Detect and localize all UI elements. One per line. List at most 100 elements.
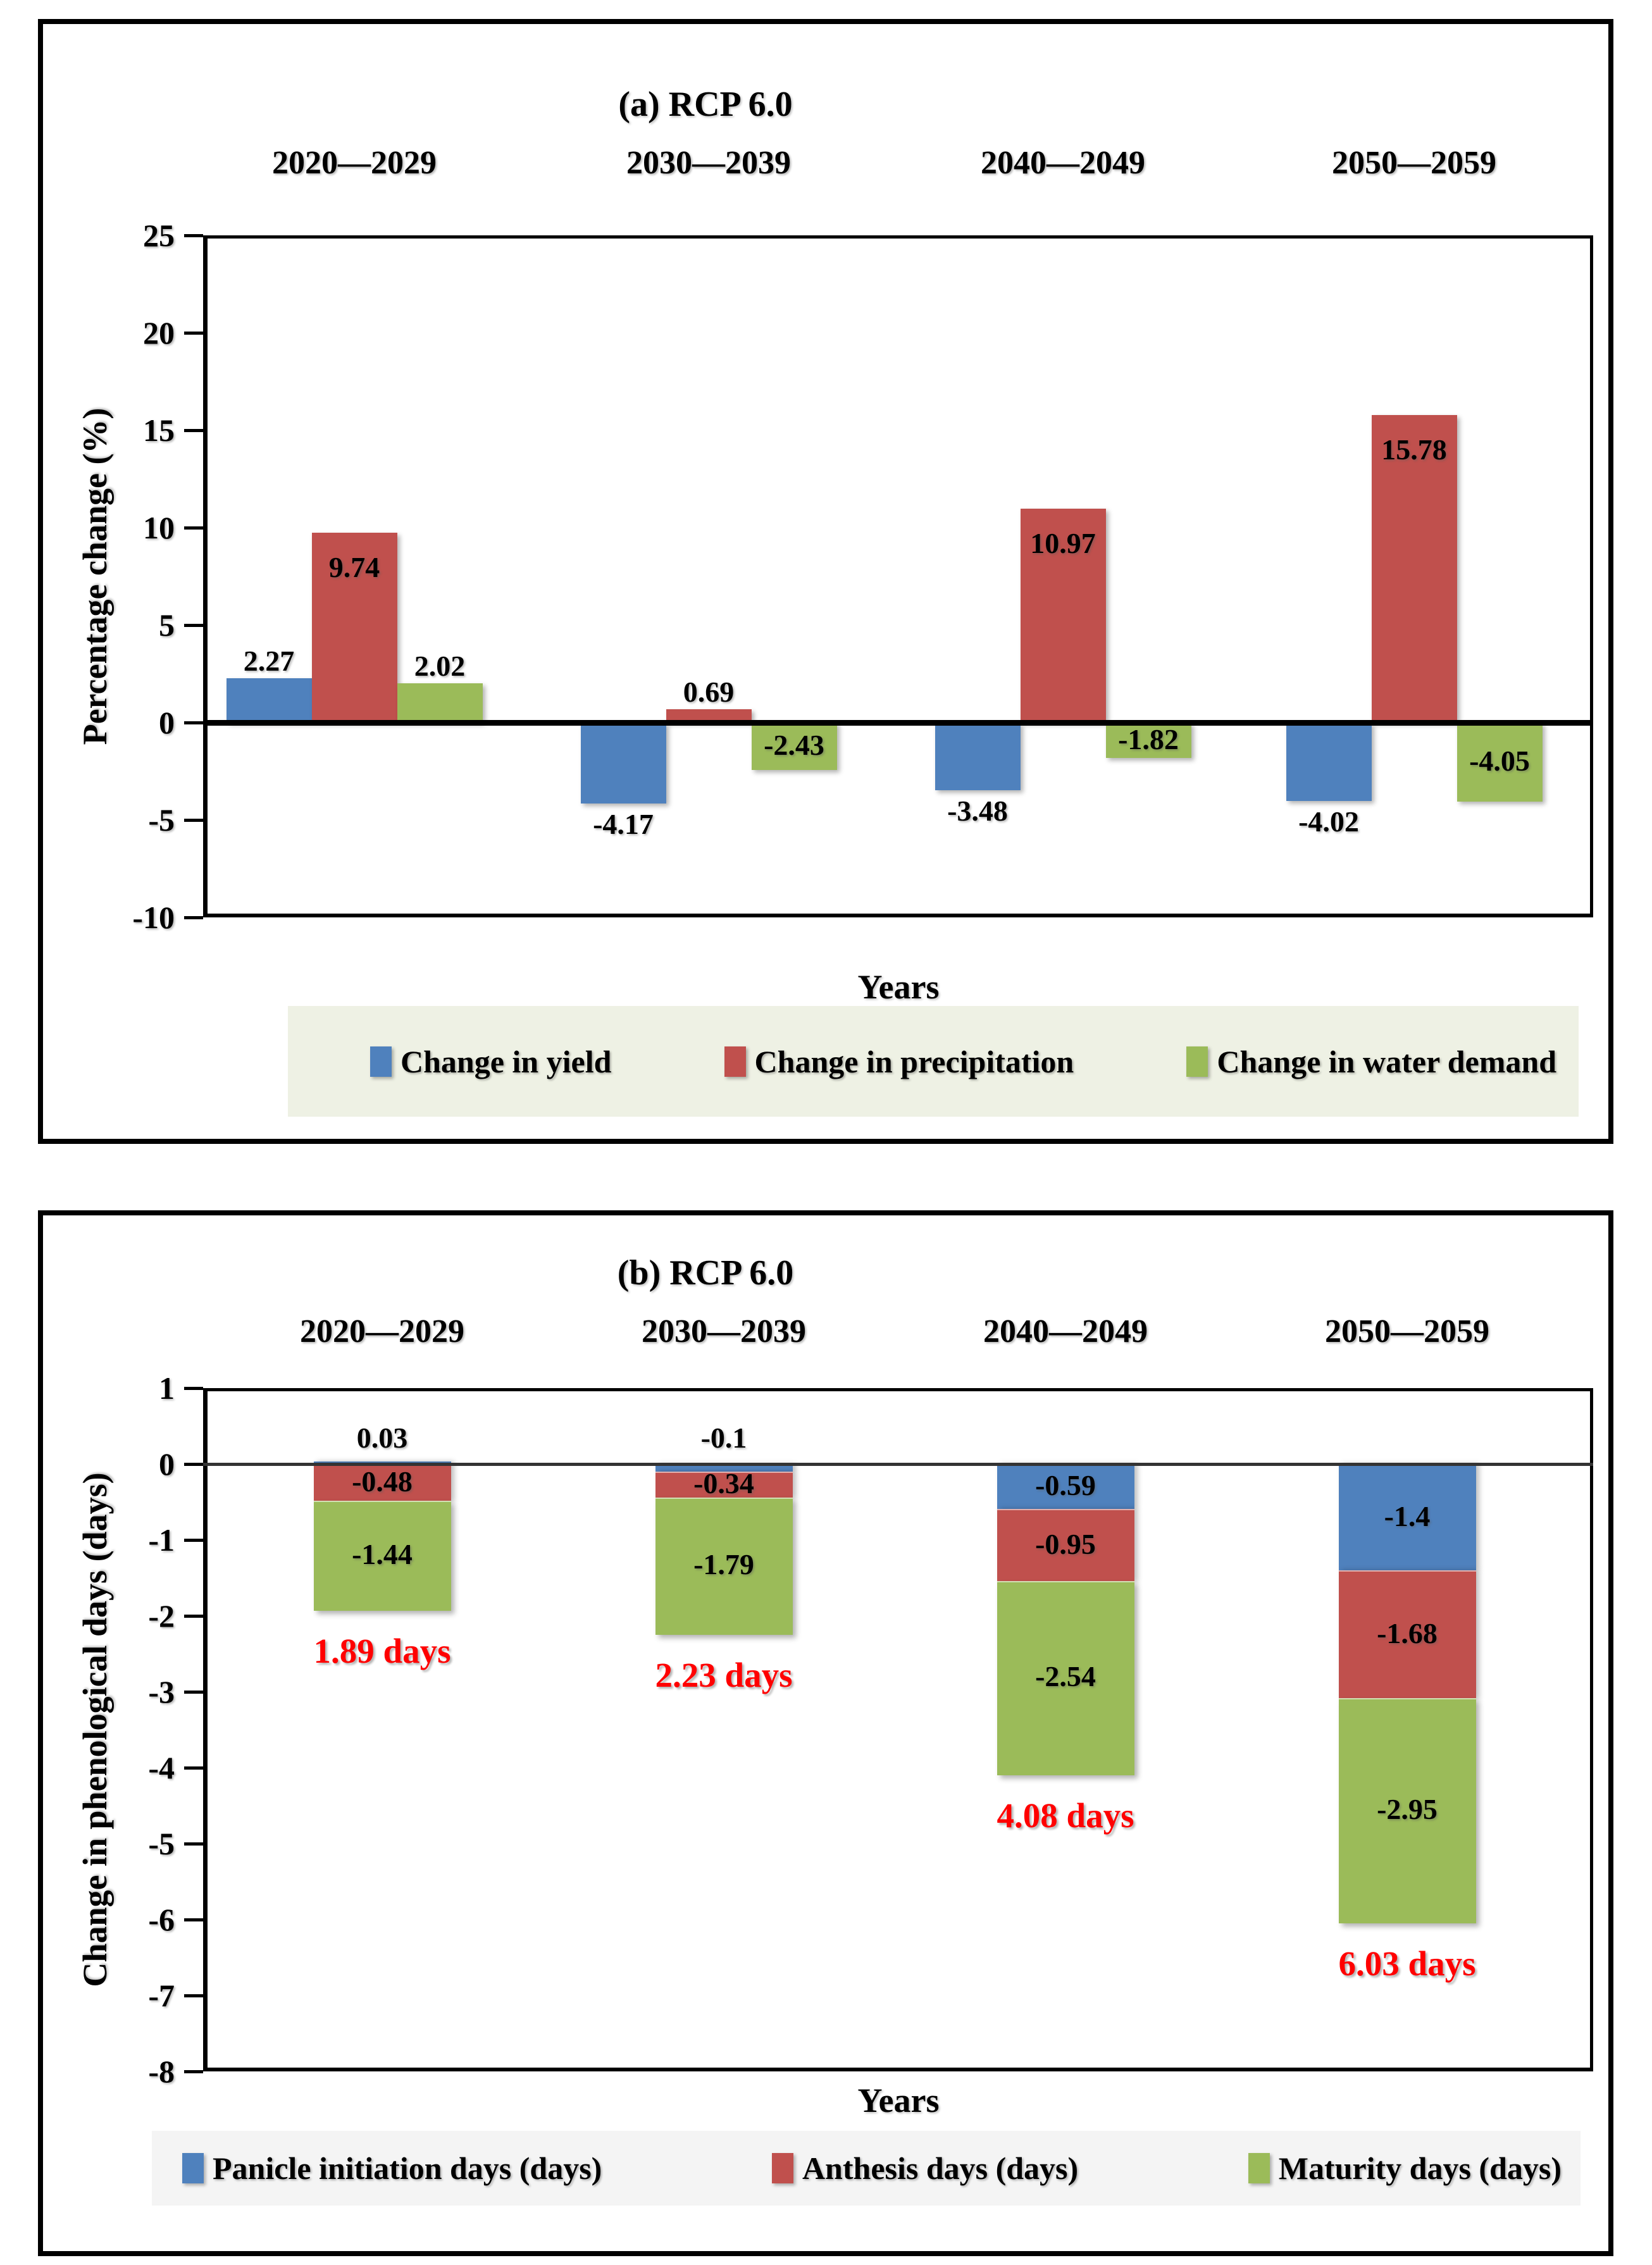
segment-value-label: -1.44: [352, 1538, 413, 1570]
y-tick-mark: [184, 721, 203, 724]
bar-value-label: 10.97: [1030, 527, 1096, 560]
legend-label: Change in yield: [401, 1043, 612, 1079]
y-tick-label: -8: [148, 2054, 175, 2089]
bar: [1286, 723, 1372, 801]
y-tick-label: -6: [148, 1902, 175, 1937]
stacked-segment: [655, 1464, 793, 1472]
category-label: 2050—2059: [1325, 1313, 1489, 1350]
y-tick-label: -3: [148, 1674, 175, 1710]
chart-a-legend: Change in yield Change in precipitation Ch…: [288, 1006, 1579, 1117]
bar-value-label: 15.78: [1381, 433, 1447, 466]
stacked-segment: [1338, 1464, 1476, 1570]
segment-value-label: -2.95: [1377, 1792, 1438, 1825]
legend-swatch-icon: [370, 1046, 392, 1077]
bar: [1371, 414, 1457, 723]
bar: [751, 723, 837, 770]
category-label: 2030—2039: [626, 145, 791, 181]
stacked-segment: [997, 1508, 1134, 1582]
legend-swatch-icon: [1248, 2153, 1270, 2183]
stack-total-label: 6.03 days: [1338, 1944, 1476, 1983]
bar: [397, 683, 483, 723]
zero-line: [203, 1463, 1593, 1466]
y-tick-label: -7: [148, 1978, 175, 2013]
legend-swatch-icon: [1186, 1046, 1208, 1077]
legend-label: Change in precipitation: [754, 1043, 1074, 1079]
bar-value-label: 9.74: [328, 551, 380, 583]
y-tick-label: 0: [159, 1446, 175, 1482]
legend-swatch-icon: [771, 2153, 793, 2183]
legend-item: Change in yield: [370, 1043, 611, 1080]
y-tick-label: 10: [143, 510, 175, 545]
stacked-segment: [313, 1500, 451, 1611]
y-axis-line: [203, 235, 208, 917]
y-tick-label: 20: [143, 315, 175, 351]
y-tick-label: 0: [159, 705, 175, 740]
plot-frame-top: [203, 235, 1593, 239]
y-tick-mark: [184, 234, 203, 237]
plot-frame-right: [1590, 235, 1593, 917]
bar: [1456, 723, 1543, 802]
segment-value-label: -0.48: [352, 1465, 413, 1498]
y-tick-label: 15: [143, 413, 175, 448]
y-tick-mark: [184, 1539, 203, 1542]
category-label: 2050—2059: [1332, 145, 1496, 181]
plot-frame-right: [1590, 1388, 1593, 2071]
chart-b-x-axis-title: Years: [857, 2082, 940, 2119]
stacked-segment: [1338, 1697, 1476, 1923]
legend-item: Change in precipitation: [724, 1043, 1074, 1080]
bar-value-label: -4.05: [1469, 745, 1530, 778]
stacked-segment: [997, 1580, 1134, 1775]
legend-item: Change in water demand: [1186, 1043, 1556, 1080]
y-tick-label: -5: [148, 802, 175, 838]
segment-value-label: -1.68: [1377, 1617, 1438, 1649]
plot-frame-bottom: [203, 2068, 1593, 2071]
bar-value-label: 0.69: [683, 675, 735, 708]
y-tick-label: -10: [132, 900, 175, 935]
y-tick-mark: [184, 1615, 203, 1618]
category-label: 2020—2029: [272, 145, 437, 181]
legend-item: Panicle initiation days (days): [182, 2150, 602, 2187]
legend-label: Panicle initiation days (days): [213, 2150, 602, 2186]
y-tick-mark: [184, 429, 203, 432]
segment-value-label: -1.79: [693, 1548, 754, 1581]
bar-value-label: -4.17: [593, 808, 654, 841]
stack-total-label: 4.08 days: [997, 1796, 1134, 1835]
bar: [1105, 723, 1191, 759]
legend-item: Maturity days (days): [1248, 2150, 1562, 2187]
zero-line: [203, 720, 1593, 726]
legend-swatch-icon: [724, 1046, 746, 1077]
bar-value-label: 2.02: [414, 649, 466, 682]
legend-label: Maturity days (days): [1278, 2150, 1562, 2186]
bar: [666, 709, 752, 723]
stack-total-label: 1.89 days: [313, 1632, 451, 1671]
legend-label: Anthesis days (days): [802, 2150, 1079, 2186]
category-label: 2020—2029: [300, 1313, 464, 1350]
y-tick-label: -4: [148, 1750, 175, 1785]
y-tick-mark: [184, 1994, 203, 1997]
y-tick-label: 5: [159, 607, 175, 643]
y-tick-mark: [184, 1691, 203, 1694]
chart-b-title: (b) RCP 6.0: [617, 1253, 794, 1293]
y-tick-label: -1: [148, 1522, 175, 1558]
stacked-segment: [655, 1497, 793, 1635]
bar-value-label: -2.43: [764, 729, 824, 762]
chart-a-x-axis-title: Years: [857, 968, 940, 1006]
bar: [580, 723, 666, 804]
y-tick-mark: [184, 2070, 203, 2073]
plot-frame-top: [203, 1388, 1593, 1391]
segment-value-label: -0.34: [693, 1467, 754, 1500]
y-axis-line: [203, 1388, 208, 2071]
bar-value-label: -4.02: [1298, 805, 1359, 838]
y-tick-mark: [184, 624, 203, 627]
y-tick-label: -2: [148, 1598, 175, 1634]
stacked-segment: [997, 1464, 1134, 1509]
bar-value-label: -3.48: [947, 795, 1008, 828]
y-tick-mark: [184, 332, 203, 335]
segment-value-label: -0.59: [1035, 1469, 1096, 1502]
segment-value-label: -0.95: [1035, 1527, 1096, 1560]
chart-a-y-axis-title: Percentage change (%): [76, 407, 114, 745]
stack-total-label: 2.23 days: [655, 1655, 793, 1694]
legend-item: Anthesis days (days): [771, 2150, 1079, 2187]
y-tick-mark: [184, 526, 203, 530]
